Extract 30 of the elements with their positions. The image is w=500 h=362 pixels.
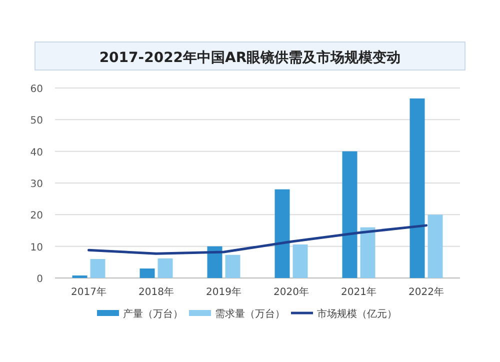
x-tick-label: 2021年 xyxy=(341,286,376,298)
y-tick-label: 60 xyxy=(30,84,43,95)
bar xyxy=(410,98,425,278)
line-series xyxy=(88,224,428,255)
bar xyxy=(158,258,173,278)
x-tick-label: 2022年 xyxy=(408,286,444,298)
x-tick-label: 2017年 xyxy=(71,286,106,298)
bar xyxy=(140,268,155,278)
legend-label: 需求量（万台） xyxy=(215,308,285,320)
x-tick-label: 2019年 xyxy=(206,286,242,298)
y-tick-label: 50 xyxy=(30,116,43,127)
y-tick-label: 40 xyxy=(30,147,43,158)
bar xyxy=(72,275,88,278)
chart-title: 2017-2022年中国AR眼镜供需及市场规模变动 xyxy=(99,49,401,66)
x-tick-label: 2020年 xyxy=(274,286,309,298)
bar xyxy=(225,254,240,278)
bar xyxy=(207,246,222,278)
bar xyxy=(428,214,443,278)
y-tick-label: 20 xyxy=(30,210,43,222)
y-tick-label: 30 xyxy=(30,179,43,190)
legend-label: 产量（万台） xyxy=(123,308,183,320)
y-tick-label: 10 xyxy=(30,242,43,254)
y-tick-label: 0 xyxy=(36,274,43,285)
x-tick-label: 2018年 xyxy=(138,286,174,298)
bar xyxy=(342,151,358,278)
bar xyxy=(360,227,376,278)
bar xyxy=(292,244,308,278)
bar xyxy=(274,189,290,278)
bar xyxy=(90,259,106,278)
legend-label: 市场规模（亿元） xyxy=(317,308,397,320)
